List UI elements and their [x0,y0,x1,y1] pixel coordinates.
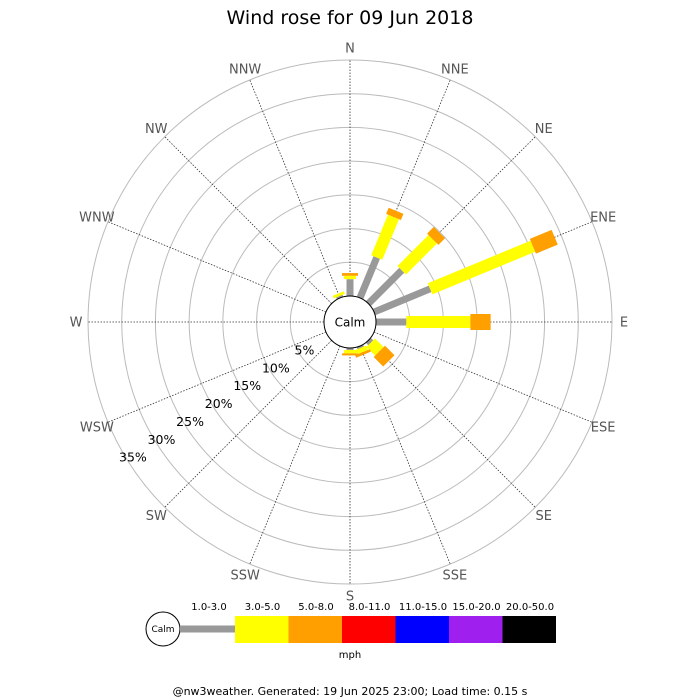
ring-20 [188,160,512,484]
direction-label-ese: ESE [591,420,616,435]
bar-nnw-3-0-5-0 [332,291,345,299]
legend-label-11-0-15-0: 11.0-15.0 [399,602,447,613]
spoke-nnw [249,79,341,299]
direction-label-nw: NW [145,122,168,137]
bar-se-5-0-8-0 [373,345,395,367]
legend-swatch-8-0-11-0 [342,616,396,643]
ring-label-15: 15% [233,378,261,393]
legend-swatch-15-0-20-0 [449,616,503,643]
ring-label-10: 10% [262,360,290,375]
direction-label-ne: NE [535,122,553,137]
spoke-se [368,340,536,508]
bar-se-1-0-3-0 [365,337,374,346]
legend-label-15-0-20-0: 15.0-20.0 [452,602,500,613]
bar-nne-3-0-5-0 [371,214,400,260]
bar-ne-3-0-5-0 [397,235,437,275]
speed-legend: Calm 1.0-3.0 3.0-5.0 5.0-8.0 8.0-11.0 11.0-1… [145,602,556,647]
legend-label-20-0-50-0: 20.0-50.0 [506,602,554,613]
calm-circle-group: Calm [323,295,377,349]
calm-label: Calm [335,316,366,330]
bar-ne-1-0-3-0 [365,267,405,307]
direction-label-wnw: WNW [79,211,115,226]
direction-label-w: W [70,316,83,331]
footer-text: @nw3weather. Generated: 19 Jun 2025 23:0… [173,685,528,698]
bar-ene-3-0-5-0 [427,240,536,295]
direction-label-se: SE [536,509,552,524]
spoke-wnw [107,221,327,313]
legend-label-3-0-5-0: 3.0-5.0 [245,602,280,613]
direction-label-ene: ENE [590,211,616,226]
spoke-sw [164,340,332,508]
direction-label-sw: SW [146,509,167,524]
ring-label-30: 30% [148,432,176,447]
ring-label-25: 25% [176,414,204,429]
ring-labels: 5% 10%15%20%25%30%35% [119,342,314,464]
legend-swatch-20-0-50-0 [502,616,556,643]
legend-label-1-0-3-0: 1.0-3.0 [191,602,226,613]
direction-label-nnw: NNW [229,62,261,77]
direction-label-wsw: WSW [80,420,114,435]
legend-swatch-3-0-5-0 [235,616,289,643]
ring-35 [87,59,613,585]
chart-title: Wind rose for 09 Jun 2018 [227,7,474,29]
bar-sse-3-0-5-0 [355,345,369,355]
legend-label-5-0-8-0: 5.0-8.0 [298,602,333,613]
spoke-ese [373,331,593,423]
spoke-ssw [249,345,341,565]
bar-ene-5-0-8-0 [529,229,558,254]
direction-labels: N NNE NE ENE E ESE SE SSE S SSW SW WSW W WNW NW NNW [70,42,629,605]
bar-ne-5-0-8-0 [427,226,446,245]
direction-label-n: N [345,42,355,57]
direction-label-e: E [620,316,628,331]
spoke-sse [359,345,451,565]
direction-label-nne: NNE [441,62,469,77]
direction-label-sse: SSE [442,569,467,584]
ring-label-35: 35% [119,450,147,465]
spoke-nw [164,136,332,304]
legend-swatch-11-0-15-0 [395,616,449,643]
legend-swatch-5-0-8-0 [288,616,342,643]
calm-circle [323,295,377,349]
legend-calm-label: Calm [151,625,174,635]
unit-label: mph [339,650,361,661]
spoke-wsw [107,331,327,423]
bar-se-3-0-5-0 [366,338,384,356]
direction-label-ssw: SSW [230,569,260,584]
ring-label-20: 20% [205,396,233,411]
ring-label-5: 5% [295,342,315,357]
direction-label-s: S [346,590,354,605]
bar-nne-1-0-3-0 [356,256,380,300]
legend-label-8-0-11-0: 8.0-11.0 [349,602,391,613]
bar-ene-1-0-3-0 [372,285,432,316]
wind-bars [332,207,558,367]
bar-sse-5-0-8-0 [355,349,371,358]
bar-nne-5-0-8-0 [386,207,404,221]
